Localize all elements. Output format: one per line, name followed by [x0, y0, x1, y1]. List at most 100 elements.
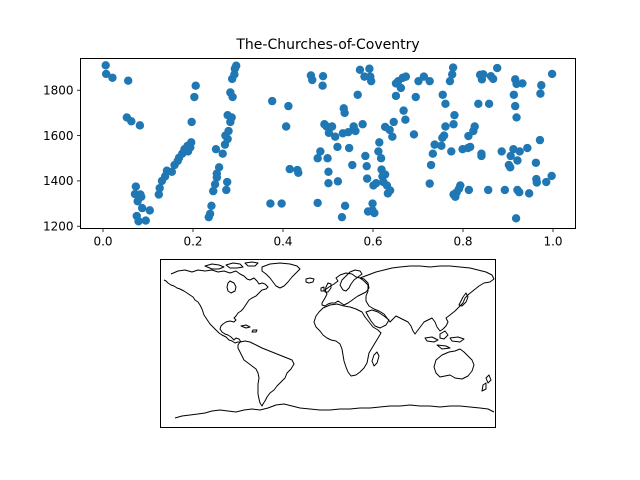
coastline-caribbean — [240, 324, 258, 333]
coastline-iceland — [305, 277, 315, 284]
x-axis-ticks: 0.0 0.2 0.4 0.6 0.8 1.0 — [93, 228, 563, 249]
scatter-point — [474, 99, 483, 109]
scatter-point — [391, 91, 401, 101]
scatter-point — [211, 144, 221, 154]
coastline-antarctica — [174, 403, 495, 419]
scatter-point — [506, 151, 515, 161]
scatter-point — [353, 90, 362, 99]
scatter-point — [439, 131, 449, 140]
scatter-point — [313, 198, 322, 208]
scatter-point — [362, 174, 372, 183]
scatter-point — [388, 132, 397, 141]
coastline-europe — [321, 272, 370, 307]
scatter-point — [145, 206, 154, 215]
y-tick-label: 1400 — [43, 174, 74, 188]
scatter-point — [479, 70, 488, 79]
scatter-point — [351, 126, 360, 136]
scatter-point — [327, 122, 337, 131]
scatter-point — [281, 122, 291, 131]
scatter-point — [448, 63, 458, 72]
scatter-point — [409, 130, 419, 139]
scatter-point — [316, 147, 325, 156]
scatter-point — [218, 149, 227, 158]
chart-title: The-Churches-of-Coventry — [235, 37, 419, 53]
scatter-point — [154, 190, 163, 199]
scatter-point — [385, 125, 394, 135]
scatter-point — [362, 161, 371, 171]
scatter-point — [348, 160, 357, 170]
coastline-arabia — [365, 309, 390, 329]
scatter-point — [324, 167, 333, 177]
coastline-greenland — [261, 262, 301, 289]
scatter-point — [358, 120, 367, 129]
coastline-british-isles — [320, 282, 332, 293]
scatter-point — [500, 185, 510, 195]
scatter-point — [542, 177, 551, 187]
scatter-point — [512, 113, 521, 122]
scatter-point — [313, 154, 322, 163]
scatter-point — [268, 96, 277, 106]
scatter-axes: The-Churches-of-Coventry 0.0 0.2 0.4 0.6 0.8… — [43, 37, 576, 249]
coastline-scandinavia — [339, 269, 363, 292]
x-tick-label: 0.2 — [183, 235, 202, 249]
scatter-point — [368, 206, 377, 215]
coastline-southeast-asia — [424, 330, 465, 350]
coastline-africa — [313, 303, 382, 377]
scatter-point — [425, 76, 434, 86]
scatter-point — [101, 69, 111, 79]
scatter-point — [523, 143, 532, 153]
scatter-point — [228, 92, 237, 102]
scatter-point — [466, 142, 475, 152]
x-tick-label: 0.8 — [453, 235, 472, 249]
y-axis-ticks: 1200 1400 1600 1800 — [43, 84, 81, 234]
coastlines — [163, 261, 495, 419]
scatter-point — [441, 99, 450, 109]
scatter-point — [484, 185, 493, 195]
scatter-point — [518, 79, 527, 88]
scatter-point — [426, 160, 436, 170]
scatter-point — [497, 147, 506, 156]
scatter-point — [425, 179, 434, 188]
scatter-point — [376, 154, 386, 163]
x-tick-label: 1.0 — [543, 235, 562, 249]
scatter-point — [470, 122, 479, 131]
scatter-point — [509, 90, 519, 99]
scatter-point — [365, 64, 374, 73]
scatter-point — [340, 108, 349, 118]
scatter-point — [371, 178, 381, 188]
scatter-point — [450, 110, 459, 120]
scatter-point — [515, 188, 524, 197]
scatter-point — [401, 72, 411, 81]
scatter-point — [399, 106, 408, 115]
coastline-australia — [433, 348, 475, 380]
scatter-point — [456, 181, 465, 190]
scatter-point — [137, 203, 147, 213]
scatter-point — [190, 92, 199, 102]
scatter-point — [535, 135, 545, 145]
scatter-point — [212, 169, 222, 178]
scatter-point — [294, 168, 303, 177]
y-tick-label: 1800 — [43, 84, 74, 98]
scatter-point — [484, 99, 494, 109]
scatter-point — [214, 163, 224, 172]
scatter-point — [141, 216, 150, 225]
coastline-asia — [359, 265, 495, 335]
scatter-point — [524, 189, 534, 198]
scatter-point — [340, 201, 350, 211]
x-tick-label: 0.0 — [93, 235, 112, 249]
scatter-point — [531, 158, 541, 167]
scatter-point — [532, 178, 541, 187]
scatter-plot-frame — [80, 58, 576, 229]
scatter-point — [222, 185, 231, 195]
scatter-point — [513, 156, 522, 165]
coastline-hudson-bay — [226, 280, 237, 294]
scatter-point — [232, 61, 241, 70]
scatter-point — [389, 117, 398, 127]
scatter-point — [191, 81, 200, 90]
x-tick-label: 0.4 — [273, 235, 292, 249]
scatter-point — [318, 71, 328, 81]
scatter-point — [277, 199, 286, 208]
scatter-point — [308, 75, 317, 85]
